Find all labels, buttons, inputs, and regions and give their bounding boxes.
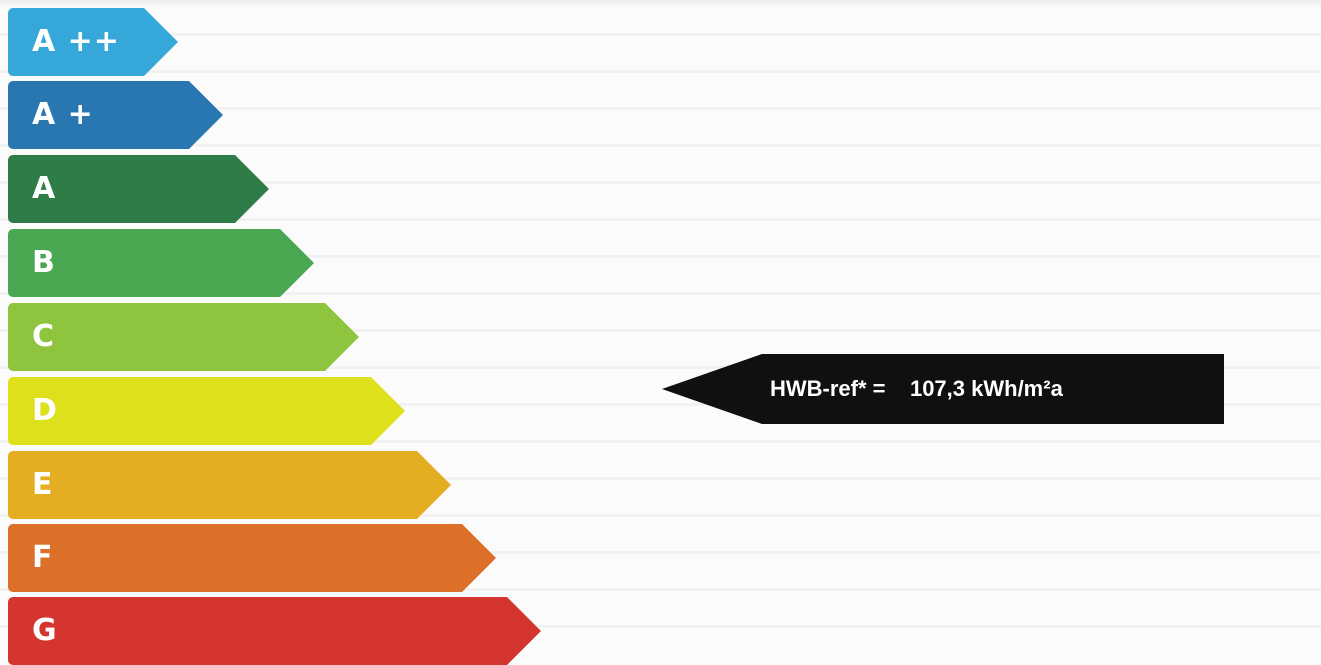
top-band [0, 0, 1321, 8]
hwb-indicator-arrow: HWB-ref* = 107,3 kWh/m²a [662, 354, 1224, 424]
class-label-g: G [32, 613, 58, 648]
class-bar-b: B [8, 229, 314, 297]
class-bar-d: D [8, 377, 405, 445]
class-bar-g: G [8, 597, 541, 665]
class-label-d: D [32, 393, 58, 428]
class-bar-e: E [8, 451, 451, 519]
hwb-indicator-text: HWB-ref* = 107,3 kWh/m²a [770, 376, 1063, 401]
class-label-a-plus: A + [32, 97, 94, 132]
class-bar-a: A [8, 155, 269, 223]
class-label-e: E [32, 467, 54, 502]
class-label-a-plus-plus: A ++ [32, 24, 120, 59]
class-bar-a-plus: A + [8, 81, 223, 149]
class-label-b: B [32, 245, 56, 280]
class-bar-c: C [8, 303, 359, 371]
class-bar-f: F [8, 524, 496, 592]
class-label-c: C [32, 319, 56, 354]
class-bar-a-plus-plus: A ++ [8, 8, 178, 76]
class-label-a: A [32, 171, 57, 206]
class-label-f: F [32, 540, 54, 575]
